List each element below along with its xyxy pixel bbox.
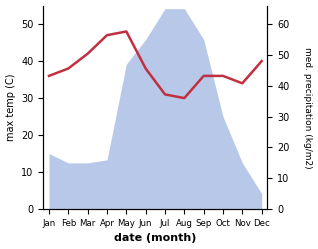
Y-axis label: max temp (C): max temp (C) <box>5 74 16 141</box>
X-axis label: date (month): date (month) <box>114 234 197 244</box>
Y-axis label: med. precipitation (kg/m2): med. precipitation (kg/m2) <box>303 47 313 168</box>
